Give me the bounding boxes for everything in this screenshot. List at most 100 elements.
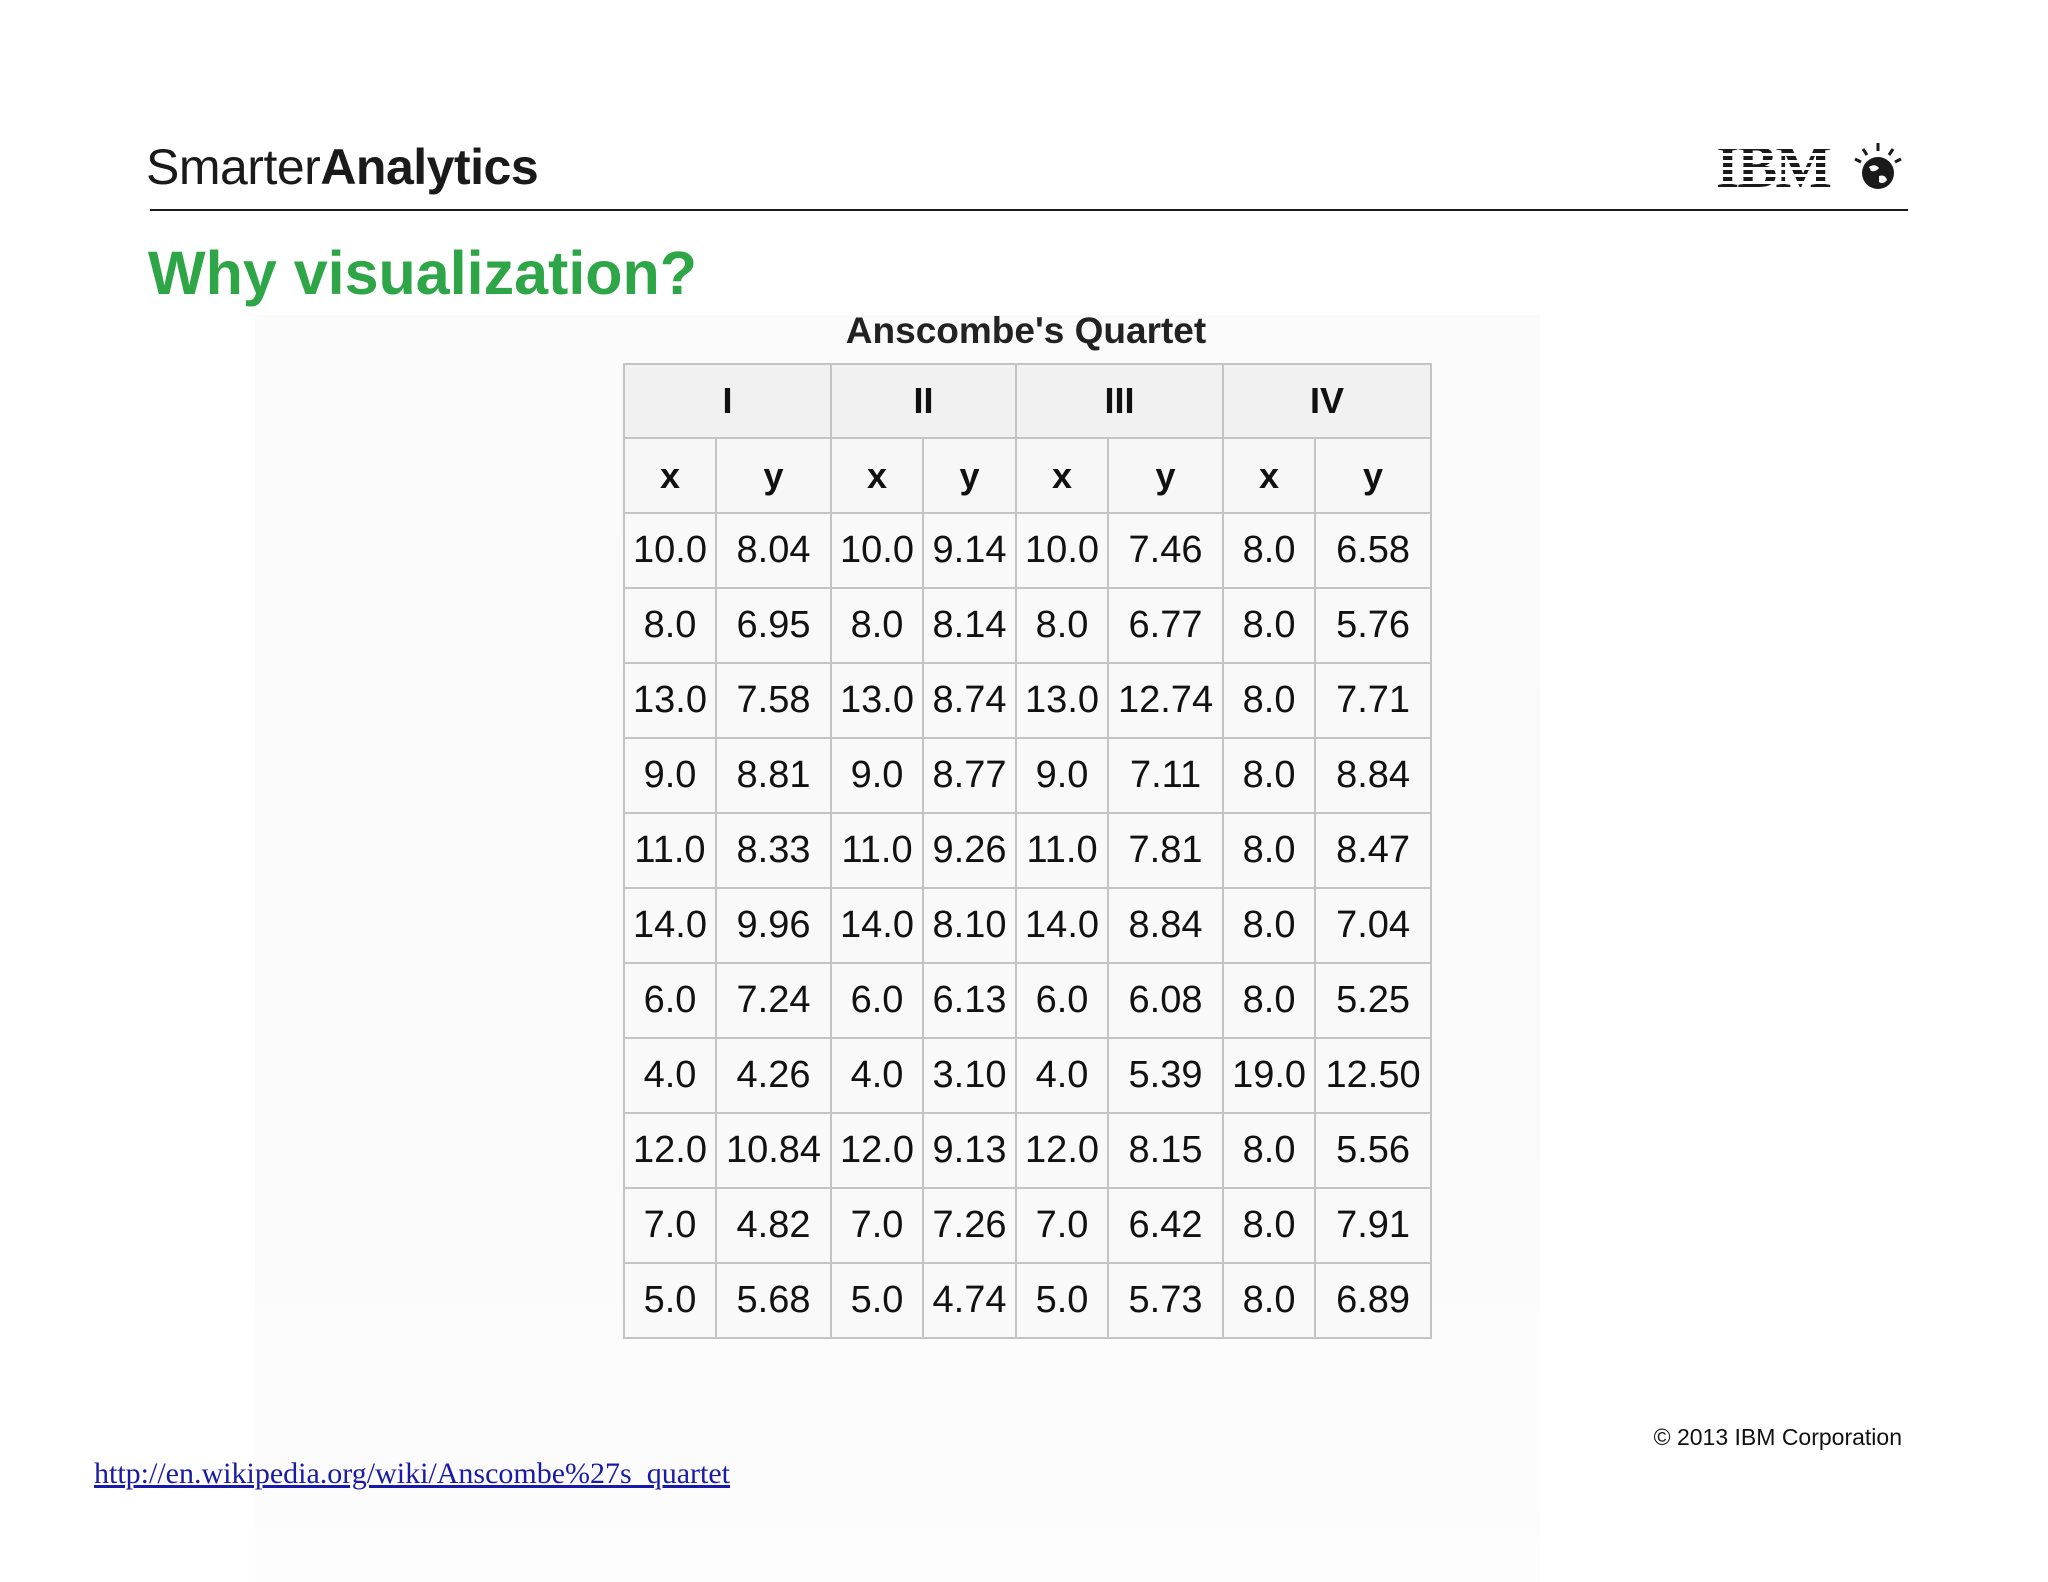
table-cell: 8.14 xyxy=(922,587,1018,664)
table-cell: 8.04 xyxy=(714,512,833,589)
table-cell: 7.24 xyxy=(714,962,833,1039)
table-cell: 9.0 xyxy=(1015,737,1110,814)
table-cell: 8.0 xyxy=(830,587,925,664)
table-cell: 8.15 xyxy=(1107,1112,1225,1189)
group-header: IV xyxy=(1222,363,1433,439)
table-row: 5.0 5.68 5.0 4.74 5.0 5.73 8.0 6.89 xyxy=(623,1262,1433,1339)
table-cell: 8.0 xyxy=(1222,962,1317,1039)
group-header: III xyxy=(1015,363,1225,439)
table-cell: 6.95 xyxy=(714,587,833,664)
table-cell: 8.33 xyxy=(714,812,833,889)
table-cell: 7.04 xyxy=(1314,887,1433,964)
table-cell: 6.89 xyxy=(1314,1262,1433,1339)
y-column-header: y xyxy=(922,437,1018,514)
table-cell: 6.0 xyxy=(623,962,717,1039)
table-cell: 8.0 xyxy=(1015,587,1110,664)
table-cell: 8.84 xyxy=(1107,887,1225,964)
brand-bold-text: Analytics xyxy=(320,139,539,195)
table-row: 13.0 7.58 13.0 8.74 13.0 12.74 8.0 7.71 xyxy=(623,662,1433,739)
table-cell: 5.39 xyxy=(1107,1037,1225,1114)
table-row: 7.0 4.82 7.0 7.26 7.0 6.42 8.0 7.91 xyxy=(623,1187,1433,1264)
anscombe-quartet-table: I II III IV x y x y x y x y 10.0 8.04 10.0… xyxy=(622,363,1433,1339)
table-cell: 12.0 xyxy=(623,1112,717,1189)
table-cell: 14.0 xyxy=(623,887,717,964)
table-cell: 10.0 xyxy=(1015,512,1110,589)
table-row: 9.0 8.81 9.0 8.77 9.0 7.11 8.0 8.84 xyxy=(623,737,1433,814)
table-cell: 19.0 xyxy=(1222,1037,1317,1114)
table-cell: 12.74 xyxy=(1107,662,1225,739)
table-title: Anscombe's Quartet xyxy=(845,310,1207,351)
table-cell: 9.0 xyxy=(830,737,925,814)
table-cell: 10.0 xyxy=(623,512,717,589)
table-cell: 13.0 xyxy=(623,662,717,739)
table-cell: 9.26 xyxy=(922,812,1018,889)
table-cell: 11.0 xyxy=(623,812,717,889)
table-cell: 7.0 xyxy=(1015,1187,1110,1264)
y-column-header: y xyxy=(1107,437,1225,514)
table-cell: 14.0 xyxy=(830,887,925,964)
table-cell: 5.76 xyxy=(1314,587,1433,664)
group-header: II xyxy=(830,363,1018,439)
table-row: 10.0 8.04 10.0 9.14 10.0 7.46 8.0 6.58 xyxy=(623,512,1433,589)
table-cell: 14.0 xyxy=(1015,887,1110,964)
table-cell: 4.74 xyxy=(922,1262,1018,1339)
table-cell: 6.13 xyxy=(922,962,1018,1039)
table-cell: 6.0 xyxy=(830,962,925,1039)
table-cell: 9.96 xyxy=(714,887,833,964)
table-cell: 8.84 xyxy=(1314,737,1433,814)
slide-title: Why visualization? xyxy=(148,239,698,307)
x-column-header: x xyxy=(623,437,717,514)
smarter-analytics-logo: SmarterAnalytics xyxy=(146,138,539,196)
table-cell: 8.0 xyxy=(1222,1187,1317,1264)
table-cell: 11.0 xyxy=(830,812,925,889)
table-cell: 4.82 xyxy=(714,1187,833,1264)
table-cell: 5.73 xyxy=(1107,1262,1225,1339)
table-cell: 8.0 xyxy=(1222,1262,1317,1339)
table-cell: 7.0 xyxy=(830,1187,925,1264)
ibm-logo: IBM xyxy=(1716,141,1902,195)
table-cell: 9.0 xyxy=(623,737,717,814)
copyright-notice: © 2013 IBM Corporation xyxy=(1653,1424,1902,1450)
x-column-header: x xyxy=(830,437,925,514)
table-cell: 4.0 xyxy=(623,1037,717,1114)
table-cell: 8.0 xyxy=(1222,1112,1317,1189)
table-row: 14.0 9.96 14.0 8.10 14.0 8.84 8.0 7.04 xyxy=(623,887,1433,964)
table-cell: 11.0 xyxy=(1015,812,1110,889)
table-cell: 7.58 xyxy=(714,662,833,739)
table-cell: 4.0 xyxy=(830,1037,925,1114)
table-cell: 10.84 xyxy=(714,1112,833,1189)
source-link[interactable]: http://en.wikipedia.org/wiki/Anscombe%27… xyxy=(94,1457,731,1490)
table-cell: 8.0 xyxy=(1222,512,1317,589)
table-row: 4.0 4.26 4.0 3.10 4.0 5.39 19.0 12.50 xyxy=(623,1037,1433,1114)
table-cell: 8.0 xyxy=(1222,737,1317,814)
table-cell: 6.08 xyxy=(1107,962,1225,1039)
table-cell: 6.0 xyxy=(1015,962,1110,1039)
table-cell: 5.68 xyxy=(714,1262,833,1339)
ibm-logo-text: IBM xyxy=(1716,141,1830,195)
table-cell: 13.0 xyxy=(830,662,925,739)
table-cell: 3.10 xyxy=(922,1037,1018,1114)
table-cell: 12.0 xyxy=(1015,1112,1110,1189)
table-cell: 9.14 xyxy=(922,512,1018,589)
table-cell: 6.42 xyxy=(1107,1187,1225,1264)
group-header-row: I II III IV xyxy=(622,363,1433,439)
group-header: I xyxy=(622,363,833,439)
table-row: 12.0 10.84 12.0 9.13 12.0 8.15 8.0 5.56 xyxy=(623,1112,1433,1189)
x-column-header: x xyxy=(1015,437,1110,514)
table-cell: 8.0 xyxy=(1222,812,1317,889)
table-cell: 6.77 xyxy=(1107,587,1225,664)
table-cell: 12.0 xyxy=(830,1112,925,1189)
header-divider xyxy=(150,209,1908,211)
table-cell: 13.0 xyxy=(1015,662,1110,739)
table-cell: 5.0 xyxy=(1015,1262,1110,1339)
table-body: 10.0 8.04 10.0 9.14 10.0 7.46 8.0 6.58 8.0 6.95 8.… xyxy=(623,512,1433,1339)
table-cell: 12.50 xyxy=(1314,1037,1433,1114)
globe-icon xyxy=(1854,143,1902,189)
y-column-header: y xyxy=(1314,437,1433,514)
table-cell: 5.25 xyxy=(1314,962,1433,1039)
table-cell: 7.71 xyxy=(1314,662,1433,739)
table-cell: 5.0 xyxy=(623,1262,717,1339)
brand-light-text: Smarter xyxy=(146,139,321,195)
table-row: 8.0 6.95 8.0 8.14 8.0 6.77 8.0 5.76 xyxy=(623,587,1433,664)
table-cell: 7.46 xyxy=(1107,512,1225,589)
